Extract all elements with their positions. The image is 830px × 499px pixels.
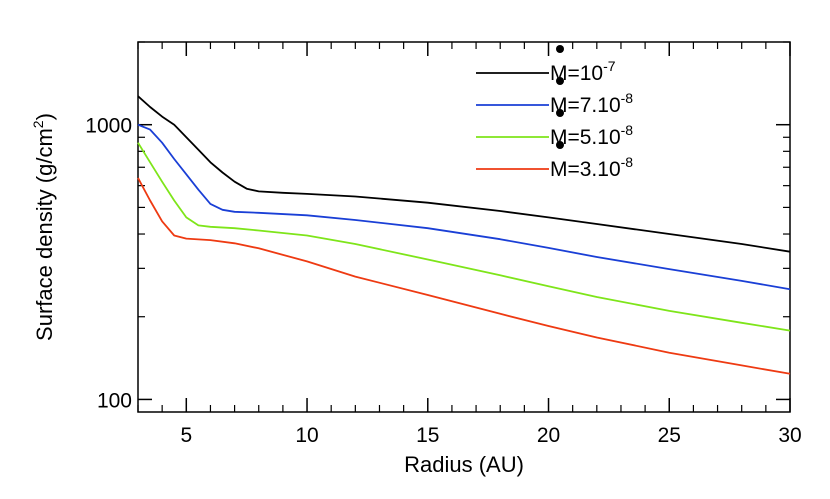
x-tick-label: 20 (537, 424, 560, 447)
series-line-3 (137, 142, 791, 332)
legend-mdot-2 (556, 77, 564, 85)
series-line-4 (137, 177, 791, 375)
y-tick-label: 1000 (85, 115, 132, 138)
plot-frame (137, 41, 791, 413)
legend-mdot-1 (556, 45, 564, 53)
legend-mdot-3 (556, 109, 564, 117)
legend-label-4: M=3.10-8 (550, 154, 633, 181)
y-axis-label-close: ) (32, 113, 57, 120)
x-tick-label: 25 (658, 424, 681, 447)
series-line-1 (137, 95, 791, 253)
series-lines (137, 95, 791, 375)
y-axis-label: Surface density (g/cm2) (30, 113, 57, 341)
legend-mdot-4 (556, 141, 564, 149)
x-tick-label: 30 (778, 424, 801, 447)
legend: M=10-7M=7.10-8M=5.10-8M=3.10-8 (476, 45, 633, 181)
x-tick-label: 5 (180, 424, 192, 447)
x-tick-label: 10 (295, 424, 318, 447)
legend-label-2: M=7.10-8 (550, 90, 633, 117)
x-axis-label: Radius (AU) (404, 452, 524, 477)
legend-label-3: M=5.10-8 (550, 122, 633, 149)
y-tick-label: 100 (97, 389, 132, 412)
y-axis-label-main: Surface density (g/cm (32, 128, 57, 341)
series-line-2 (137, 123, 791, 291)
axis-ticks: 5 10 15 20 25 30 100 1000 (85, 41, 802, 447)
x-tick-label: 15 (416, 424, 439, 447)
y-axis-label-sup: 2 (30, 120, 46, 128)
